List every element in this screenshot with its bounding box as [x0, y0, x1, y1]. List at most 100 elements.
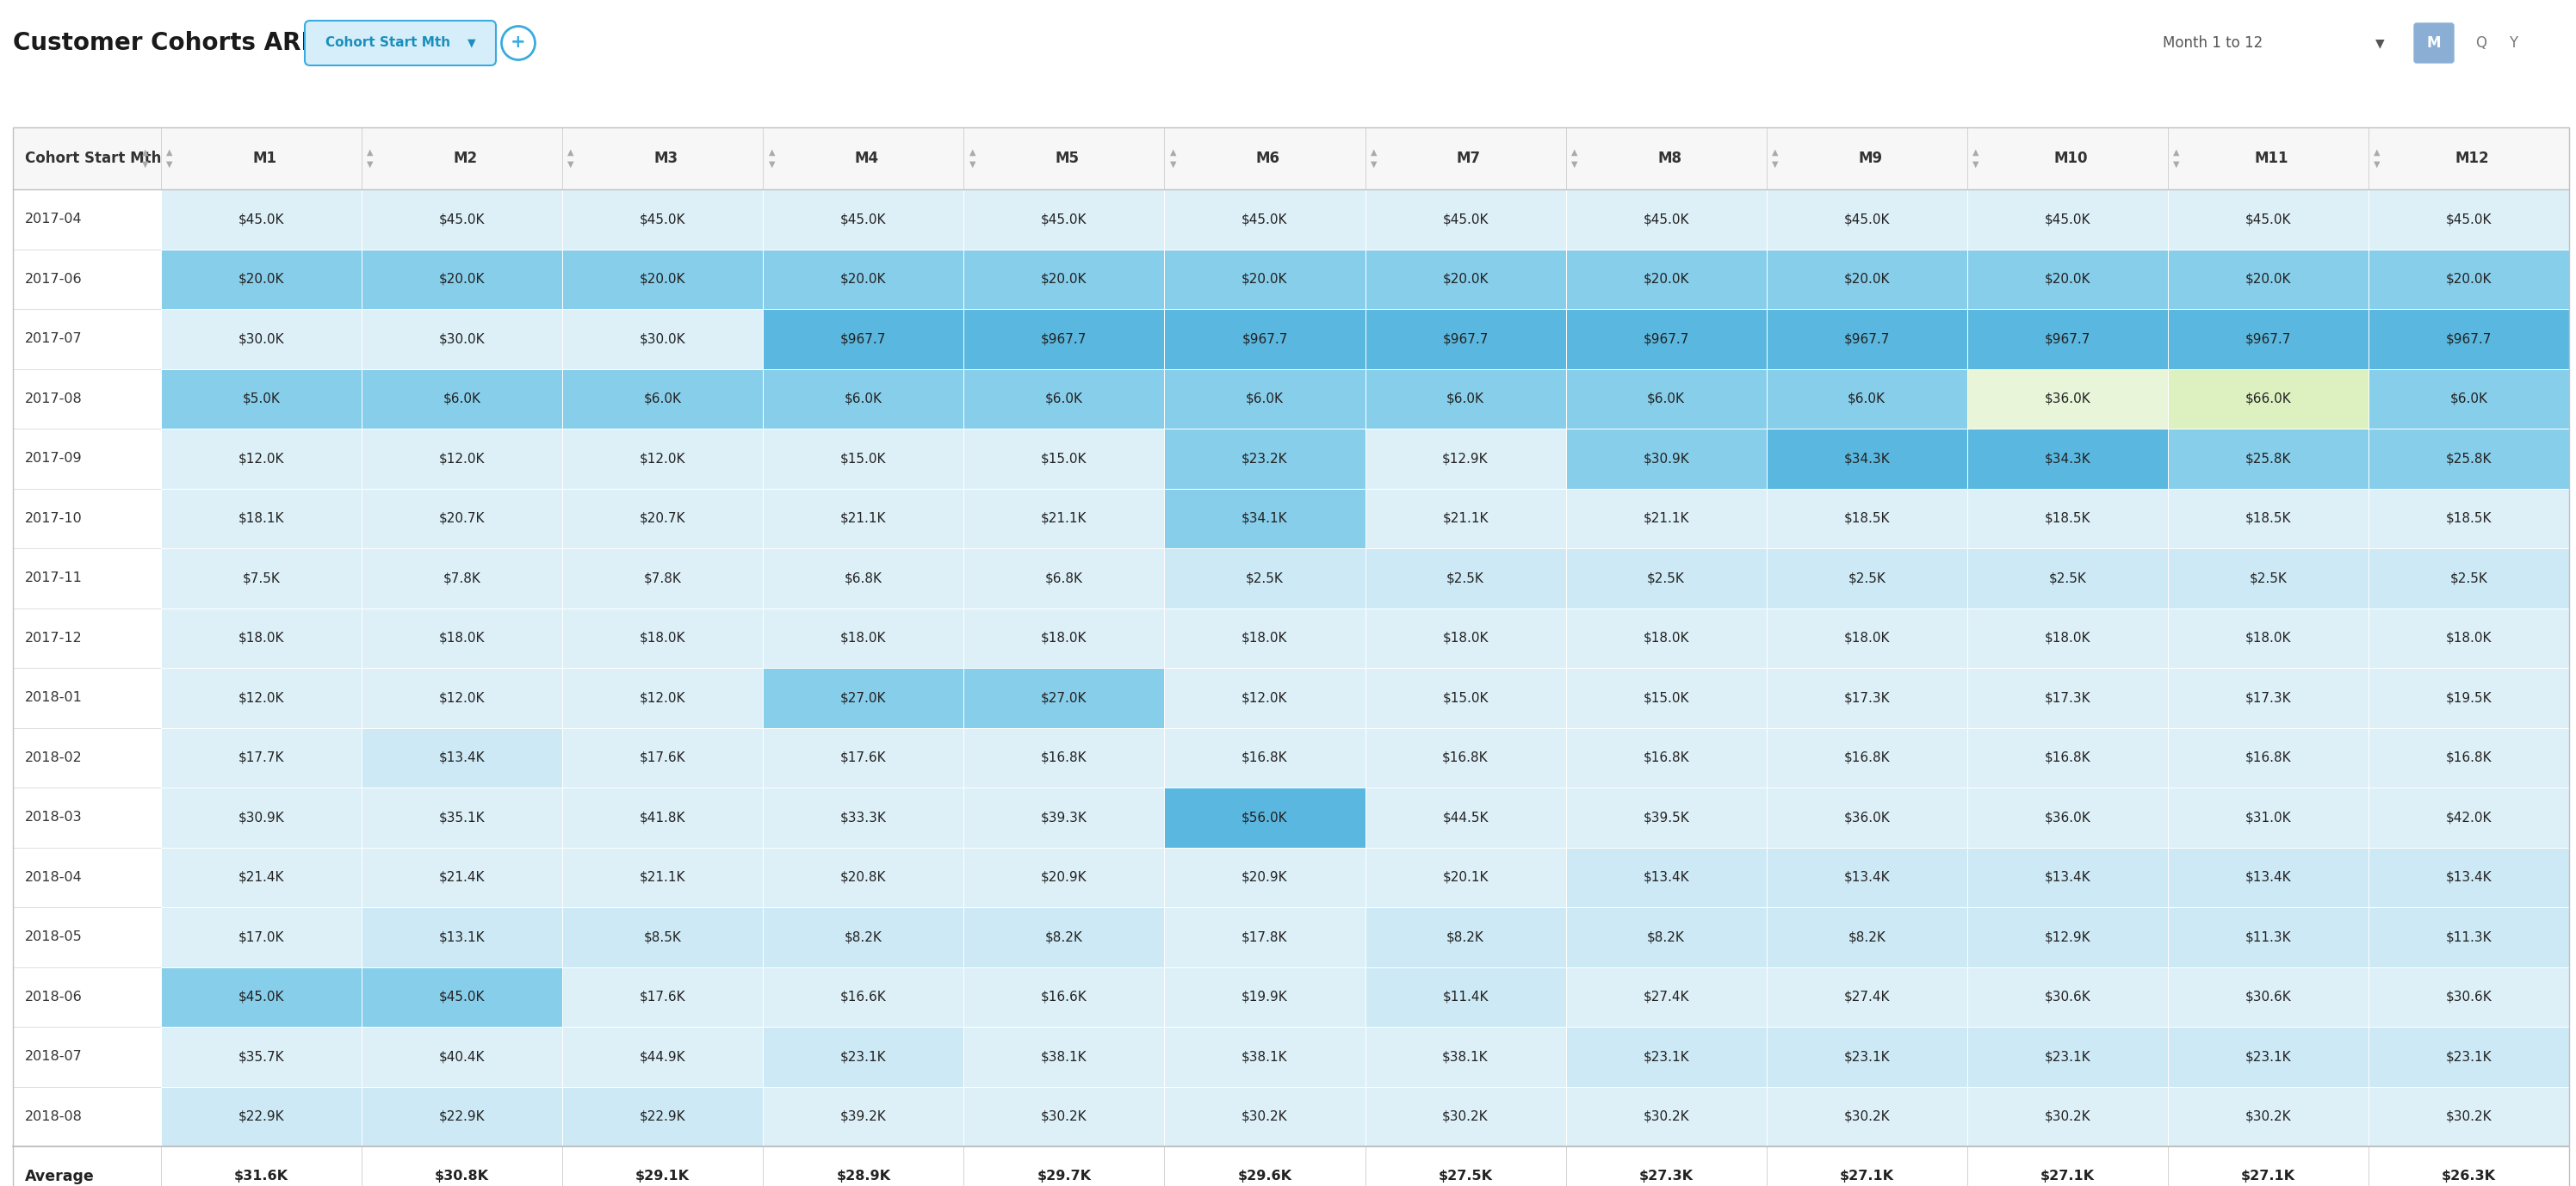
Text: 2017-08: 2017-08: [26, 393, 82, 406]
Text: 2018-06: 2018-06: [26, 990, 82, 1003]
Bar: [562, 608, 762, 668]
Bar: [1767, 548, 1968, 608]
Bar: [361, 127, 562, 190]
Text: $30.6K: $30.6K: [2244, 990, 2290, 1003]
Text: $30.2K: $30.2K: [1041, 1110, 1087, 1123]
Text: $11.4K: $11.4K: [1443, 990, 1489, 1003]
Text: ▼: ▼: [1571, 160, 1577, 168]
Bar: [562, 127, 762, 190]
Bar: [1164, 907, 1365, 967]
Bar: [1767, 847, 1968, 907]
Text: $16.6K: $16.6K: [1041, 990, 1087, 1003]
Bar: [1767, 967, 1968, 1027]
Text: $2.5K: $2.5K: [2048, 572, 2087, 585]
Text: $20.0K: $20.0K: [438, 273, 484, 286]
Bar: [762, 127, 963, 190]
Bar: [1566, 847, 1767, 907]
Bar: [160, 608, 361, 668]
Text: $23.1K: $23.1K: [2045, 1051, 2092, 1063]
Bar: [762, 967, 963, 1027]
Bar: [1767, 489, 1968, 548]
Text: 2018-05: 2018-05: [26, 931, 82, 944]
Text: M: M: [2427, 36, 2442, 51]
Text: $29.1K: $29.1K: [636, 1169, 690, 1182]
Text: $27.0K: $27.0K: [840, 691, 886, 704]
Bar: [361, 967, 562, 1027]
Bar: [13, 788, 160, 847]
Bar: [160, 489, 361, 548]
Bar: [1164, 847, 1365, 907]
Text: $18.0K: $18.0K: [240, 631, 283, 644]
Bar: [562, 1027, 762, 1086]
Text: $30.9K: $30.9K: [1643, 452, 1690, 465]
Bar: [160, 847, 361, 907]
Text: $45.0K: $45.0K: [1844, 212, 1891, 225]
Text: $45.0K: $45.0K: [1443, 212, 1489, 225]
Bar: [1164, 489, 1365, 548]
Text: $22.9K: $22.9K: [237, 1110, 283, 1123]
Text: $39.5K: $39.5K: [1643, 811, 1690, 824]
Text: M10: M10: [2053, 151, 2089, 166]
Bar: [13, 1086, 160, 1147]
Bar: [13, 668, 160, 728]
Text: $18.0K: $18.0K: [1643, 631, 1690, 644]
Text: ▲: ▲: [567, 148, 574, 157]
Text: ▲: ▲: [1973, 148, 1978, 157]
Text: $45.0K: $45.0K: [1242, 212, 1288, 225]
Bar: [1968, 728, 2169, 788]
Text: $20.0K: $20.0K: [1643, 273, 1690, 286]
Bar: [762, 489, 963, 548]
Bar: [1566, 369, 1767, 428]
Text: $23.1K: $23.1K: [2445, 1051, 2491, 1063]
Text: $18.0K: $18.0K: [639, 631, 685, 644]
Text: $18.0K: $18.0K: [438, 631, 484, 644]
Text: $12.0K: $12.0K: [438, 452, 484, 465]
Text: 2017-10: 2017-10: [26, 512, 82, 524]
Bar: [1767, 1147, 1968, 1186]
Circle shape: [502, 26, 536, 59]
Text: 2018-02: 2018-02: [26, 751, 82, 764]
Bar: [1164, 728, 1365, 788]
Text: $27.1K: $27.1K: [2241, 1169, 2295, 1182]
Text: $25.8K: $25.8K: [2246, 452, 2290, 465]
Bar: [13, 369, 160, 428]
Text: $17.3K: $17.3K: [2246, 691, 2290, 704]
Text: $17.8K: $17.8K: [1242, 931, 1288, 944]
Text: $8.2K: $8.2K: [1847, 931, 1886, 944]
Bar: [1566, 907, 1767, 967]
Bar: [1767, 668, 1968, 728]
Text: $12.0K: $12.0K: [639, 691, 685, 704]
Text: $13.4K: $13.4K: [2045, 871, 2092, 884]
Text: 2018-01: 2018-01: [26, 691, 82, 704]
Text: $20.1K: $20.1K: [1443, 871, 1489, 884]
Text: $20.0K: $20.0K: [1041, 273, 1087, 286]
Text: $45.0K: $45.0K: [438, 990, 484, 1003]
Bar: [1968, 1027, 2169, 1086]
Bar: [160, 249, 361, 310]
Bar: [361, 369, 562, 428]
Text: $36.0K: $36.0K: [2045, 393, 2092, 406]
Bar: [2169, 369, 2367, 428]
Text: $39.3K: $39.3K: [1041, 811, 1087, 824]
Text: $20.7K: $20.7K: [438, 512, 484, 524]
Bar: [963, 489, 1164, 548]
Text: $2.5K: $2.5K: [2450, 572, 2488, 585]
Bar: [562, 428, 762, 489]
Bar: [1365, 668, 1566, 728]
Text: $13.4K: $13.4K: [1844, 871, 1891, 884]
Text: ▲: ▲: [2174, 148, 2179, 157]
Text: $21.1K: $21.1K: [840, 512, 886, 524]
Bar: [762, 907, 963, 967]
Bar: [1968, 1147, 2169, 1186]
Text: $18.0K: $18.0K: [1242, 631, 1288, 644]
Text: $21.1K: $21.1K: [1443, 512, 1489, 524]
Text: $967.7: $967.7: [2246, 332, 2290, 345]
Text: $26.3K: $26.3K: [2442, 1169, 2496, 1182]
Bar: [1968, 428, 2169, 489]
Text: $12.0K: $12.0K: [1242, 691, 1288, 704]
Text: $967.7: $967.7: [1443, 332, 1489, 345]
Text: $20.0K: $20.0K: [1443, 273, 1489, 286]
Bar: [13, 249, 160, 310]
Text: $15.0K: $15.0K: [1041, 452, 1087, 465]
Text: $19.5K: $19.5K: [2445, 691, 2491, 704]
